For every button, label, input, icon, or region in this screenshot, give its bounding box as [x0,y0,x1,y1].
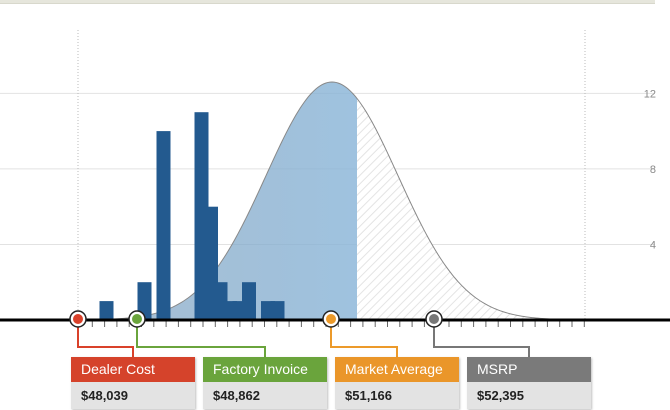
market-average-label: Market Average [335,357,459,382]
histogram-bar [156,131,171,320]
marker-connector [330,326,398,357]
marker-dot[interactable] [73,314,83,324]
top-border [0,0,655,4]
marker-connector [433,326,530,357]
marker-dot[interactable] [132,314,142,324]
marker-dot[interactable] [429,314,439,324]
y-tick-label: 4 [650,239,656,251]
marker-dot[interactable] [326,314,336,324]
histogram-bar [270,301,285,320]
marker-dots [69,310,443,328]
curve-fill-above-average [357,98,640,320]
marker-connector [77,326,134,357]
y-tick-label: 8 [650,164,656,176]
dealer-cost-card[interactable]: Dealer Cost $48,039 [71,357,195,409]
msrp-label: MSRP [467,357,591,382]
histogram-bar [242,282,256,320]
dealer-cost-value: $48,039 [71,382,195,409]
factory-invoice-label: Factory Invoice [203,357,327,382]
market-average-value: $51,166 [335,382,459,409]
factory-invoice-value: $48,862 [203,382,327,409]
marker-connector [136,326,266,357]
y-tick-label: 12 [644,88,656,100]
dealer-cost-label: Dealer Cost [71,357,195,382]
msrp-card[interactable]: MSRP $52,395 [467,357,591,409]
market-average-card[interactable]: Market Average $51,166 [335,357,459,409]
bell-curve [0,81,641,321]
histogram-bar [137,282,152,320]
msrp-value: $52,395 [467,382,591,409]
marker-connectors [77,326,530,357]
curve-fill-below-average [0,82,357,320]
factory-invoice-card[interactable]: Factory Invoice $48,862 [203,357,327,409]
histogram-bars [99,112,285,320]
histogram-bar [99,301,114,320]
